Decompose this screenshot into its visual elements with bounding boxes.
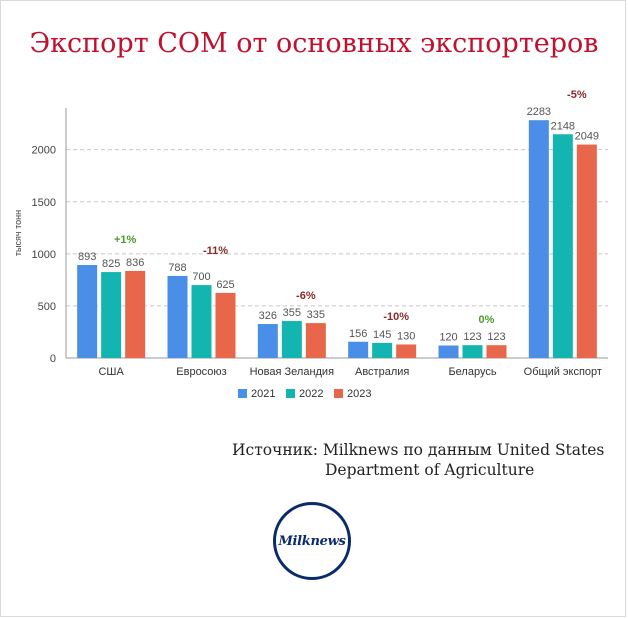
y-axis-label: тысяч тонн xyxy=(13,210,23,256)
x-tick-label: Беларусь xyxy=(448,366,496,378)
bar-2022 xyxy=(101,272,122,358)
x-tick-label: Общий экспорт xyxy=(524,366,602,378)
change-annotation: -6% xyxy=(296,290,316,302)
bar-2023 xyxy=(215,292,236,358)
x-tick-label: Австралия xyxy=(355,366,409,378)
legend-label-2021: 2021 xyxy=(251,388,275,400)
y-tick-label: 2000 xyxy=(32,145,56,157)
change-annotation: -11% xyxy=(203,245,228,257)
legend-swatch-2021 xyxy=(238,389,247,398)
bar-value-label: 893 xyxy=(78,251,96,263)
chart-title: Экспорт СОМ от основных экспортеров xyxy=(29,28,599,59)
bar-value-label: 335 xyxy=(307,309,325,321)
legend-swatch-2023 xyxy=(334,389,343,398)
change-annotation: 0% xyxy=(479,314,495,326)
source-line-2: Department of Agriculture xyxy=(325,461,535,479)
bar-2021 xyxy=(257,324,278,358)
bar-value-label: 2049 xyxy=(575,131,599,143)
bar-value-label: 123 xyxy=(487,331,505,343)
milknews-logo: Milknews xyxy=(273,502,351,580)
logo-text: Milknews xyxy=(278,533,346,549)
bar-value-label: 2283 xyxy=(527,106,551,118)
bar-value-label: 625 xyxy=(216,279,234,291)
y-tick-label: 1500 xyxy=(32,197,56,209)
bar-2023 xyxy=(576,144,597,358)
bar-2022 xyxy=(191,285,212,358)
source-line-1: Источник: Milknews по данным United Stat… xyxy=(232,441,605,459)
bar-value-label: 156 xyxy=(349,328,367,340)
bar-2022 xyxy=(462,345,483,358)
x-tick-label: Новая Зеландия xyxy=(250,366,334,378)
bar-2023 xyxy=(396,344,417,358)
x-tick-label: Евросоюз xyxy=(176,366,226,378)
bar-2023 xyxy=(125,270,146,358)
bar-value-label: 825 xyxy=(102,258,120,270)
change-annotation: +1% xyxy=(114,234,137,246)
legend-label-2023: 2023 xyxy=(347,388,371,400)
bar-value-label: 788 xyxy=(168,262,186,274)
bar-value-label: 700 xyxy=(192,271,210,283)
bar-2021 xyxy=(167,275,188,358)
bar-value-label: 2148 xyxy=(551,120,575,132)
bar-2022 xyxy=(552,134,573,358)
bar-value-label: 836 xyxy=(126,257,144,269)
bar-2021 xyxy=(348,341,369,358)
bar-value-label: 355 xyxy=(283,307,301,319)
bar-value-label: 120 xyxy=(439,332,457,344)
bar-value-label: 326 xyxy=(259,310,277,322)
bar-2021 xyxy=(528,120,549,358)
bar-2022 xyxy=(281,321,302,358)
bar-2023 xyxy=(305,323,326,358)
change-annotation: -10% xyxy=(383,311,409,323)
source-note: Источник: Milknews по данным United Stat… xyxy=(232,440,612,480)
legend-swatch-2022 xyxy=(286,389,295,398)
legend-label-2022: 2022 xyxy=(299,388,323,400)
change-annotation: -5% xyxy=(567,89,587,101)
bar-2022 xyxy=(372,342,393,358)
y-tick-label: 0 xyxy=(50,353,56,365)
bar-value-label: 145 xyxy=(373,329,391,341)
bar-value-label: 123 xyxy=(463,331,481,343)
x-tick-label: США xyxy=(98,366,124,378)
bar-chart: 0 500 1000 1500 2000 тысяч тонн 893 825 836 США +1… xyxy=(13,89,608,400)
bar-2021 xyxy=(438,345,459,358)
bar-2021 xyxy=(77,264,98,358)
bar-value-label: 130 xyxy=(397,330,415,342)
y-tick-label: 1000 xyxy=(32,249,56,261)
bar-2023 xyxy=(486,345,507,358)
y-tick-label: 500 xyxy=(38,301,56,313)
